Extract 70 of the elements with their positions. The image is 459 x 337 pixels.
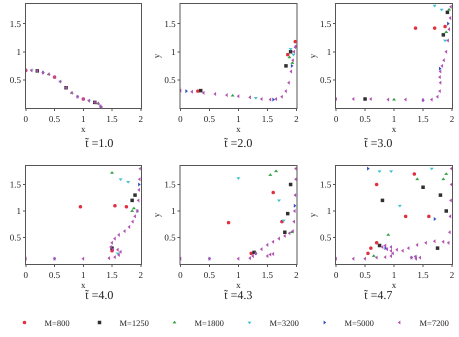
x-tick-label: 2 [294,270,299,280]
x-tick-label: 2 [450,270,454,280]
x-tick-label: 1.5 [106,114,118,124]
y-tick-label: 1.5 [164,18,176,29]
x-axis-title: x [81,124,86,134]
legend-label: M=7200 [420,318,449,328]
y-tick-label: 1 [171,46,176,57]
x-tick-label: 2 [138,114,144,124]
x-tick-label: 0 [334,114,339,124]
y-tick-label: 0.5 [10,232,22,243]
x-tick-label: 1 [81,114,86,124]
y-axis-title: y [307,53,318,58]
y-tick-label: 1 [16,206,21,216]
x-tick-label: 0 [24,270,29,280]
y-tick-label: 1.5 [10,180,22,190]
x-tick-label: 1 [392,114,396,124]
x-tick-label: 2 [294,114,299,124]
x-axis-title: x [236,124,242,134]
y-tick-label: 0.5 [164,75,176,86]
x-tick-label: 1 [236,270,241,280]
legend-label: M=3200 [270,318,299,328]
legend-label: M=5000 [344,318,374,328]
text: t̃ =4.0 [85,288,114,302]
y-tick-label: 0.5 [320,232,332,243]
y-axis-title: y [152,212,162,218]
x-tick-label: 2 [450,114,454,124]
x-axis-title: x [81,280,86,290]
x-tick-label: 0.5 [204,270,216,280]
x-tick-label: 1 [81,270,86,280]
x-tick-label: 0 [178,114,184,124]
x-tick-label: 1.5 [262,270,274,280]
x-tick-label: 1 [236,114,241,124]
text: t̃ =1.0 [85,136,114,150]
text: t̃ =4.3 [224,288,252,302]
y-tick-label: 1 [326,46,332,57]
y-tick-label: 1.5 [320,18,332,29]
x-tick-label: 1 [392,270,396,280]
y-tick-label: 1 [171,206,176,216]
legend-label: M=1250 [120,318,149,328]
y-tick-label: 1.5 [320,180,332,190]
legend-label: M=800 [44,318,70,328]
x-tick-label: 0.5 [359,114,372,124]
x-tick-label: 0 [24,114,29,124]
y-tick-label: 1.5 [164,180,176,190]
x-tick-label: 0 [334,270,339,280]
y-axis-title: y [152,53,162,58]
x-tick-label: 1.5 [262,114,274,124]
x-tick-label: 2 [138,270,144,280]
y-tick-label: 0.5 [320,75,332,86]
x-tick-label: 0.5 [48,270,61,280]
x-tick-label: 0.5 [48,114,61,124]
y-tick-label: 1 [16,46,21,57]
y-tick-label: 0.5 [164,232,176,243]
y-tick-label: 0.5 [10,75,22,86]
x-tick-label: 1.5 [106,270,118,280]
text: t̃ =4.7 [364,288,392,302]
y-tick-label: 1 [326,206,332,216]
x-tick-label: 1.5 [417,270,430,280]
x-tick-label: 0.5 [204,114,216,124]
x-axis-title: x [392,280,397,290]
x-tick-label: 1.5 [417,114,430,124]
x-tick-label: 0 [178,270,184,280]
text: t̃ =3.0 [364,136,392,150]
x-axis-title: x [236,280,242,290]
text: t̃ =2.0 [224,136,252,150]
y-tick-label: 1.5 [10,18,22,29]
y-axis-title: y [307,212,318,218]
x-tick-label: 0.5 [359,270,372,280]
legend-label: M=1800 [194,318,224,328]
x-axis-title: x [392,124,397,134]
